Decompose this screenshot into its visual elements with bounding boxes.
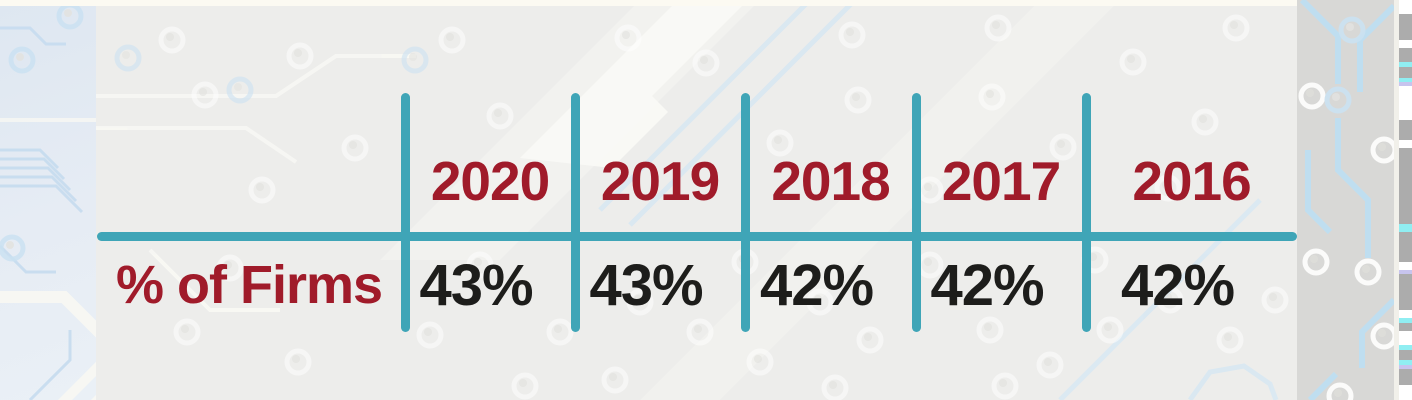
screen-edge-sliver [1399, 0, 1412, 400]
table-horizontal-rule [97, 232, 1297, 241]
value-cell-2016: 42% [1120, 252, 1235, 318]
table-vertical-rule-1 [401, 93, 410, 332]
value-cell-2019: 43% [589, 252, 703, 318]
year-header-2017: 2017 [941, 150, 1061, 212]
value-cell-2018: 42% [759, 252, 874, 318]
row-label-percent-of-firms: % of Firms [115, 255, 383, 315]
value-cell-2020: 43% [419, 252, 533, 318]
table-vertical-rule-5 [1082, 93, 1091, 332]
circuit-band-right [1297, 0, 1394, 400]
value-cell-2017: 42% [930, 252, 1044, 318]
right-band-divider [1394, 0, 1399, 400]
top-edge-strip [0, 0, 1297, 6]
year-header-2020: 2020 [430, 150, 550, 212]
year-header-2018: 2018 [771, 150, 890, 212]
table-vertical-rule-2 [571, 93, 580, 332]
year-header-2019: 2019 [600, 150, 720, 212]
year-header-2016: 2016 [1132, 150, 1251, 212]
table-vertical-rule-4 [912, 93, 921, 332]
table-vertical-rule-3 [741, 93, 750, 332]
